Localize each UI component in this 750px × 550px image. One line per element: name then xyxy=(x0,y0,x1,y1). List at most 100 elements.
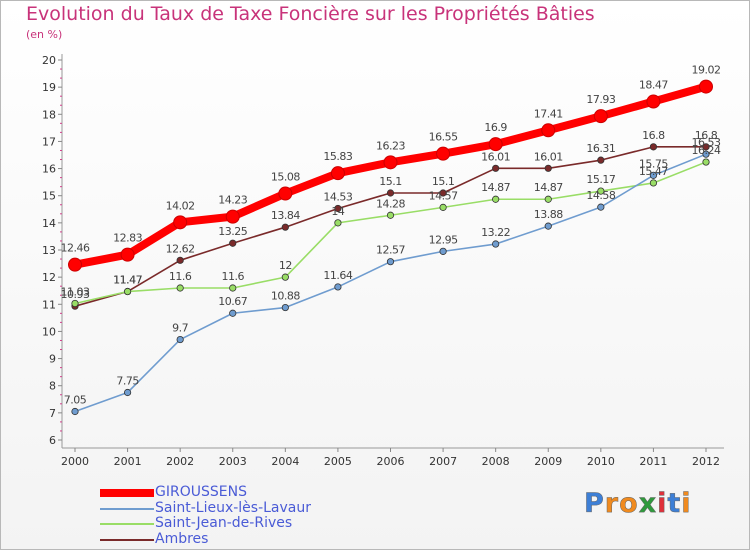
data-point xyxy=(436,146,451,161)
data-label: 12.46 xyxy=(61,242,90,255)
x-tick-label: 2005 xyxy=(324,455,352,468)
legend-label: Ambres xyxy=(155,530,209,547)
legend-label: Saint-Lieux-lès-Lavaur xyxy=(155,499,312,516)
data-point xyxy=(225,209,240,224)
data-point xyxy=(649,171,658,179)
data-point xyxy=(439,247,447,255)
data-label: 12.57 xyxy=(376,244,405,257)
data-label: 13.88 xyxy=(534,208,563,221)
data-label: 15.08 xyxy=(271,171,300,184)
y-tick-label: 14 xyxy=(42,217,56,230)
logo-letter: r xyxy=(604,488,620,520)
data-label: 9.7 xyxy=(172,322,188,335)
data-label: 11.03 xyxy=(61,285,90,298)
legend-swatch xyxy=(100,507,154,510)
data-point xyxy=(386,258,395,266)
data-point xyxy=(488,137,503,152)
x-tick-label: 2007 xyxy=(429,455,457,468)
x-tick-label: 2004 xyxy=(271,455,299,468)
data-point xyxy=(699,79,713,94)
data-label: 10.88 xyxy=(271,290,300,303)
logo-letter: t xyxy=(667,488,682,520)
data-label: 12.62 xyxy=(166,242,195,255)
data-label: 7.75 xyxy=(116,375,139,388)
x-tick-label: 2012 xyxy=(692,455,720,468)
x-tick-label: 2008 xyxy=(482,455,510,468)
data-label: 16.8 xyxy=(642,129,665,142)
data-label: 14.53 xyxy=(323,190,352,203)
data-label: 19.02 xyxy=(692,64,721,77)
y-tick-label: 18 xyxy=(42,108,56,121)
data-label: 15.17 xyxy=(586,173,615,186)
y-tick-label: 20 xyxy=(42,54,56,67)
data-point xyxy=(492,240,500,248)
y-tick-label: 17 xyxy=(42,135,56,148)
x-tick-label: 2000 xyxy=(61,455,89,468)
data-point xyxy=(597,156,605,164)
data-label: 15.83 xyxy=(323,150,352,163)
data-label: 15.75 xyxy=(639,157,668,170)
data-point xyxy=(173,215,188,230)
legend-label: GIROUSSENS xyxy=(155,484,247,500)
data-label: 15.1 xyxy=(432,175,455,188)
data-point xyxy=(383,155,398,170)
data-label: 14.87 xyxy=(534,181,563,194)
y-tick-label: 8 xyxy=(49,380,56,393)
data-point xyxy=(229,284,237,292)
logo-letter: i xyxy=(681,488,692,520)
y-tick-label: 10 xyxy=(42,325,56,338)
data-point xyxy=(646,94,661,109)
x-tick-label: 2009 xyxy=(534,455,562,468)
data-label: 11.64 xyxy=(323,269,352,282)
data-point xyxy=(281,273,289,281)
data-label: 18.47 xyxy=(639,79,668,92)
data-label: 14.02 xyxy=(166,199,195,212)
series-saint-jean-de-rives xyxy=(71,158,710,308)
data-label: 13.25 xyxy=(218,225,247,238)
data-label: 14.87 xyxy=(481,181,510,194)
data-label: 16.31 xyxy=(586,142,615,155)
data-point xyxy=(120,247,135,262)
data-label: 16.53 xyxy=(692,136,721,149)
axes xyxy=(61,54,724,449)
data-point xyxy=(334,283,342,291)
x-tick-label: 2006 xyxy=(377,455,405,468)
legend-label: Saint-Jean-de-Rives xyxy=(155,515,293,531)
data-point xyxy=(439,189,447,197)
legend-swatch xyxy=(100,489,154,497)
x-tick-label: 2003 xyxy=(219,455,247,468)
data-point xyxy=(71,299,79,308)
data-label: 16.8 xyxy=(695,129,718,142)
data-point xyxy=(68,257,82,272)
data-label: 11.6 xyxy=(222,270,245,283)
data-point xyxy=(544,164,552,172)
logo-letter: P xyxy=(584,488,605,520)
data-label: 16.01 xyxy=(481,150,510,163)
data-label: 14.58 xyxy=(586,189,615,202)
data-label: 15.1 xyxy=(379,175,402,188)
data-point xyxy=(649,179,658,187)
data-label: 15.47 xyxy=(639,165,668,178)
series-layer xyxy=(68,79,713,416)
data-label: 7.05 xyxy=(64,394,87,407)
data-label: 14 xyxy=(331,205,344,218)
data-point xyxy=(281,223,289,231)
chart-title: Evolution du Taux de Taxe Foncière sur l… xyxy=(26,3,595,25)
y-tick-label: 6 xyxy=(49,434,56,447)
data-point xyxy=(593,109,608,124)
data-label: 11.47 xyxy=(113,274,142,287)
data-point xyxy=(176,284,184,292)
logo-letter: o xyxy=(619,488,639,520)
data-point xyxy=(492,195,500,203)
y-tick-label: 12 xyxy=(42,271,56,284)
data-point xyxy=(597,187,605,195)
y-tick-label: 13 xyxy=(42,244,56,257)
data-point xyxy=(176,256,184,264)
axis-ticks: 6 7 8 9 10 11 12 13 14 15 16 17 18 19 20 2000 2001 2002 20… xyxy=(42,54,720,468)
data-labels-layer: 12.46 12.83 14.02 14.23 15.08 15.83 16.23 16.55… xyxy=(61,64,722,407)
x-tick-label: 2001 xyxy=(114,455,142,468)
data-point xyxy=(702,150,710,158)
y-tick-label: 16 xyxy=(42,163,56,176)
